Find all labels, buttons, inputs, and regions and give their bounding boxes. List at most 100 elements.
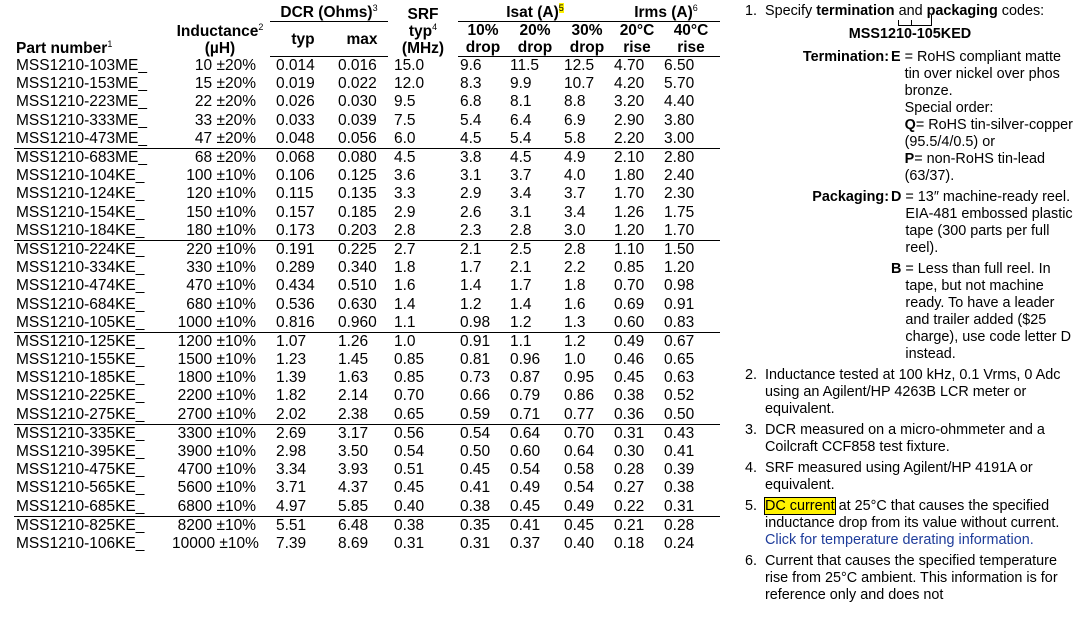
cell-irms-20: 1.70 [614, 185, 645, 203]
cell-part-number: MSS1210-275KE_ [16, 405, 145, 423]
cell-inductance: 1500 ±10% [177, 351, 256, 369]
code-key: P [904, 151, 915, 167]
cell-part-number: MSS1210-223ME_ [16, 93, 147, 111]
cell-dcr-max: 0.022 [338, 75, 377, 93]
table-row: MSS1210-223ME_ 22 ±20% 0.026 0.030 9.5 6.8 8.1… [14, 93, 720, 111]
cell-inductance: 47 ±20% [194, 129, 256, 147]
note-1: 1. Specify termination and packaging cod… [745, 3, 1075, 363]
code-key: E [891, 49, 901, 65]
cell-srf: 0.70 [394, 387, 425, 405]
cell-isat-20: 8.1 [510, 93, 532, 111]
code-q-text: = RoHS tin-silver-copper (95.5/4/0.5) or [904, 117, 1073, 150]
table-row: MSS1210-185KE_ 1800 ±10% 1.39 1.63 0.85 0.73 0… [14, 369, 720, 387]
cell-srf: 3.3 [394, 185, 416, 203]
cell-dcr-max: 2.38 [338, 405, 369, 423]
cell-irms-20: 2.90 [614, 111, 645, 129]
cell-irms-40: 0.83 [664, 313, 695, 331]
code-key: Q [904, 117, 916, 133]
cell-isat-20: 0.60 [510, 443, 541, 461]
cell-inductance: 100 ±10% [186, 167, 256, 185]
cell-isat-10: 0.81 [460, 351, 491, 369]
cell-inductance: 33 ±20% [194, 111, 256, 129]
cell-part-number: MSS1210-104KE_ [16, 167, 145, 185]
note-bold-termination: termination [816, 3, 895, 19]
cell-isat-20: 11.5 [510, 57, 540, 75]
header-inductance-unit: (µH) [204, 39, 236, 57]
cell-isat-30: 5.8 [564, 129, 586, 147]
table-row: MSS1210-103ME_ 10 ±20% 0.014 0.016 15.0 9.6 11… [14, 57, 720, 76]
cell-isat-20: 6.4 [510, 111, 532, 129]
cell-irms-20: 2.10 [612, 147, 663, 168]
footnote-ref: 4 [432, 21, 438, 32]
cell-dcr-max: 1.26 [336, 331, 388, 351]
cell-dcr-max: 0.510 [338, 277, 377, 295]
cell-isat-20: 0.49 [510, 479, 541, 497]
cell-dcr-typ: 4.97 [276, 497, 307, 515]
cell-dcr-typ: 5.51 [270, 515, 336, 535]
header-isat: Isat (A)5 [458, 3, 613, 22]
cell-isat-10: 2.1 [458, 239, 508, 260]
cell-irms-40: 0.91 [664, 295, 695, 313]
table-row: MSS1210-683ME_ 68 ±20% 0.068 0.080 4.5 3.8 4.5… [14, 147, 721, 168]
packaging-b-definition: B = Less than full reel. In tape, but no… [761, 261, 1075, 363]
footnote-ref: 6 [692, 3, 698, 13]
cell-irms-20: 0.36 [614, 405, 645, 423]
cell-dcr-typ: 3.34 [276, 461, 307, 479]
cell-isat-10: 8.3 [460, 75, 482, 93]
note-text: codes: [1001, 3, 1045, 19]
cell-isat-30: 4.9 [562, 147, 613, 168]
cell-srf: 1.8 [394, 259, 416, 277]
cell-irms-40: 0.65 [664, 351, 695, 369]
cell-part-number: MSS1210-475KE_ [16, 461, 145, 479]
cell-isat-30: 1.6 [564, 295, 586, 313]
cell-inductance: 150 ±10% [186, 203, 256, 221]
table-row: MSS1210-335KE_ 3300 ±10% 2.69 3.17 0.56 0.54 0… [14, 423, 721, 443]
cell-irms-20: 2.20 [614, 129, 645, 147]
cell-srf: 2.7 [388, 239, 458, 260]
note-number: 5. [745, 498, 758, 514]
cell-irms-40: 1.50 [662, 239, 721, 260]
termination-definition: Termination: E = RoHS compliant matte ti… [761, 49, 1075, 185]
header-part-number-label: Part number [16, 39, 108, 57]
cell-part-number: MSS1210-473ME_ [16, 129, 147, 147]
header-srf-unit: (MHz) [401, 39, 445, 57]
cell-irms-40: 4.40 [664, 93, 695, 111]
cell-isat-10: 2.9 [460, 185, 482, 203]
example-part-code: MSS1210-105KED [745, 15, 1075, 43]
table-row: MSS1210-685KE_ 6800 ±10% 4.97 5.85 0.40 0.38 0… [14, 498, 720, 517]
cell-inductance: 10 ±20% [194, 56, 256, 74]
note-2: 2. Inductance tested at 100 kHz, 0.1 Vrm… [745, 367, 1075, 418]
header-isat-20: 20% drop [508, 21, 562, 57]
table-row: MSS1210-565KE_ 5600 ±10% 3.71 4.37 0.45 0.41 0… [14, 479, 720, 497]
table-row: MSS1210-125KE_ 1200 ±10% 1.07 1.26 1.0 0.91 1.… [14, 331, 721, 351]
cell-dcr-typ: 0.816 [276, 313, 315, 331]
note-number: 3. [745, 422, 758, 438]
cell-inductance: 220 ±10% [170, 239, 270, 260]
cell-irms-40: 0.63 [664, 369, 695, 387]
derating-info-link[interactable]: Click for temperature derating informati… [765, 532, 1034, 548]
note-3: 3. DCR measured on a micro-ohmmeter and … [745, 422, 1075, 456]
cell-irms-20: 0.18 [614, 534, 645, 552]
footnote-ref: 2 [258, 21, 264, 32]
cell-inductance: 330 ±10% [186, 259, 256, 277]
spacer [761, 261, 891, 363]
cell-irms-40: 0.43 [662, 423, 721, 443]
cell-irms-20: 4.20 [614, 75, 645, 93]
cell-dcr-max: 3.93 [338, 461, 369, 479]
cell-isat-20: 4.5 [508, 147, 562, 168]
cell-dcr-typ: 3.71 [276, 479, 307, 497]
cell-dcr-typ: 0.033 [276, 111, 315, 129]
cell-isat-20: 2.8 [510, 221, 532, 239]
cell-inductance: 3300 ±10% [170, 423, 270, 443]
cell-isat-20: 1.1 [508, 331, 562, 351]
table-row: MSS1210-225KE_ 2200 ±10% 1.82 2.14 0.70 0.66 0… [14, 387, 720, 405]
cell-isat-20: 0.87 [510, 369, 541, 387]
cell-isat-20: 0.96 [510, 351, 541, 369]
cell-srf: 0.85 [394, 351, 425, 369]
cell-dcr-typ: 0.289 [276, 259, 315, 277]
header-srf-typ: typ [408, 22, 433, 40]
footnote-ref: 1 [107, 38, 113, 49]
special-order-label: Special order: [904, 100, 994, 116]
cell-irms-40: 1.20 [664, 259, 695, 277]
